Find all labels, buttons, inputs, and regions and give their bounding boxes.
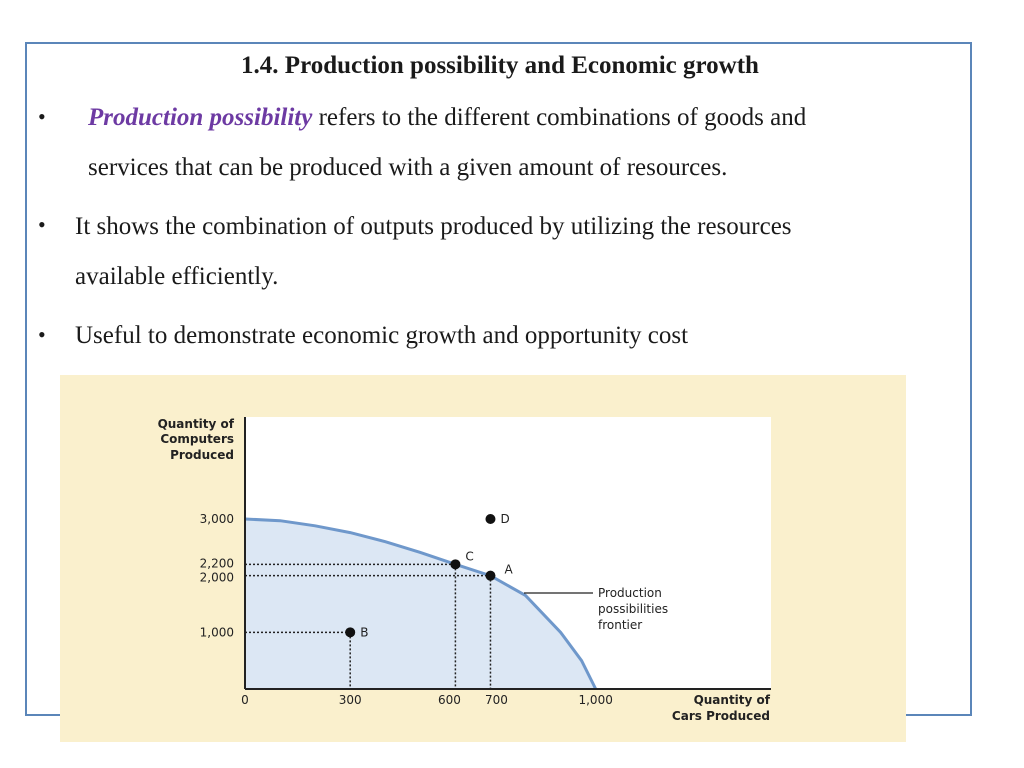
point-A (485, 570, 496, 581)
point-D (485, 514, 496, 524)
x-tick-label: 700 (485, 693, 508, 707)
x-tick-label: 300 (339, 693, 362, 707)
y-tick-label: 2,000 (200, 571, 234, 585)
bullet-1-line-1: Production possibility refers to the dif… (88, 93, 806, 143)
y-tick-label: 1,000 (200, 625, 234, 639)
ppf-figure: Quantity of Computers Produced Quantity … (60, 375, 906, 742)
x-axis-label-2: Cars Produced (672, 709, 770, 723)
bullet-marker: • (38, 322, 46, 347)
slide-title: 1.4. Production possibility and Economic… (241, 52, 759, 79)
x-tick-label: 0 (241, 693, 249, 707)
guide-lines (245, 563, 492, 689)
y-tick-label: 3,000 (200, 512, 234, 526)
bullet-marker: • (38, 212, 46, 237)
bullet-2-line-1: It shows the combination of outputs prod… (75, 213, 792, 240)
bullet-marker: • (38, 104, 46, 129)
bullet-2-line-2: available efficiently. (75, 263, 279, 290)
point-B (345, 627, 356, 638)
frontier-label-2: possibilities (598, 602, 668, 616)
frontier-label-3: frontier (598, 618, 642, 632)
frontier-label-1: Production (598, 586, 662, 600)
bullet-1-line-2: services that can be produced with a giv… (88, 154, 728, 181)
ppf-chart: Quantity of Computers Produced Quantity … (158, 417, 771, 723)
bullet-1-text: refers to the different combinations of … (312, 104, 807, 131)
bullet-1-emphasis: Production possibility (88, 104, 313, 131)
data-points: A B C D (345, 512, 513, 639)
point-label-C: C (465, 549, 473, 563)
x-axis-label-1: Quantity of (694, 693, 771, 707)
y-axis-label-2: Computers (160, 432, 234, 446)
attainable-region (245, 519, 596, 689)
bullet-3-line-1: Useful to demonstrate economic growth an… (75, 322, 689, 349)
y-axis-label-1: Quantity of (158, 417, 235, 431)
point-label-A: A (504, 563, 513, 577)
point-label-B: B (360, 625, 368, 639)
frontier-curve (244, 517, 598, 690)
point-label-D: D (500, 512, 509, 526)
x-tick-label: 600 (438, 693, 461, 707)
y-axis-label-3: Produced (170, 448, 234, 462)
x-tick-label: 1,000 (578, 693, 612, 707)
point-C (450, 559, 461, 570)
y-tick-label: 2,200 (200, 556, 234, 570)
